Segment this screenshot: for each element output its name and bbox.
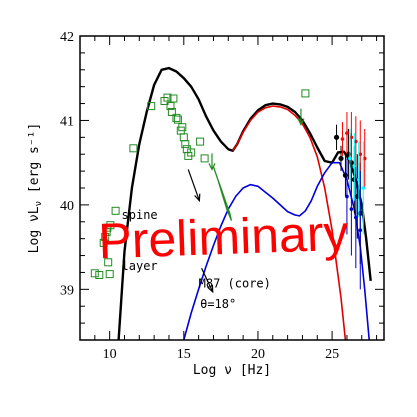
archival-point [301,89,310,98]
upper-limit-arrowhead [297,118,305,127]
series-line-spine [232,105,347,340]
y-tick-label: 42 [60,30,74,45]
archival-point [105,270,114,279]
gamma-point-cyan [356,177,361,182]
x-tick-label: 20 [251,347,265,362]
gamma-point-cyan [352,165,357,169]
gamma-point-blue [354,215,358,220]
annotation-layer: layer [122,259,158,273]
archival-point [163,93,172,102]
gamma-point-red [345,131,349,135]
archival-point [99,238,108,247]
archival-point [95,271,104,279]
archival-point [178,123,187,132]
y-tick-label: 39 [60,283,74,298]
archival-point [167,108,176,116]
plot-frame [79,35,385,341]
x-tick-label: 15 [177,347,191,362]
y-axis-title: Log νLν [erg s⁻¹] [27,123,44,254]
gamma-point-red [362,156,367,161]
gamma-point-black [338,155,344,162]
x-tick-label: 10 [103,347,117,362]
archival-point [181,140,190,149]
archival-point [101,233,110,241]
pointer-arrow-line [201,267,214,293]
y-axis-title-units: [erg s⁻¹] [27,123,42,193]
archival-point [200,154,209,163]
annotation-source: M87 (core) [199,277,271,291]
x-tick-label: 25 [325,347,339,362]
plot-area [90,66,372,340]
archival-point [172,113,181,122]
pointer-arrowhead [207,284,214,294]
gamma-point-blue [358,228,363,233]
curves-group [90,66,372,340]
gamma-point-black [333,134,340,140]
upper-limit-arrowhead [208,163,216,171]
watermark-text: Preliminary [97,205,349,270]
gamma-point-blue [345,194,349,199]
archival-point [106,221,115,230]
archival-point [147,102,156,111]
x-axis-title: Log ν [Hz] [193,363,271,378]
gamma-point-red [354,139,358,144]
annotation-angle: θ=18° [200,297,236,311]
gamma-point-red [358,152,363,157]
y-tick-label: 40 [60,199,74,214]
archival-point [196,137,205,146]
y-axis-title-sub: ν [34,201,44,206]
pointer-arrowhead [194,193,201,203]
gamma-point-red [340,137,345,141]
gamma-point-blue [349,207,354,211]
gamma-point-cyan [348,156,352,161]
series-line-optical-uv [212,166,232,221]
archival-point [129,144,138,153]
archival-point [111,206,120,215]
y-axis-title-main: Log νL [27,206,42,253]
archival-point [173,115,182,124]
gamma-point-red [349,135,354,140]
archival-point [104,258,113,267]
archival-point [166,102,175,111]
y-tick-label: 41 [60,114,74,129]
archival-point [187,148,196,157]
pointer-arrow-line [187,169,200,201]
archival-point [169,94,178,103]
series-line-layer [183,161,370,340]
gamma-point-cyan [361,186,366,190]
annotation-spine: spine [122,208,158,222]
svg-text:Log νLν [erg s⁻¹]: Log νLν [erg s⁻¹] [27,123,44,254]
archival-point [90,269,99,278]
